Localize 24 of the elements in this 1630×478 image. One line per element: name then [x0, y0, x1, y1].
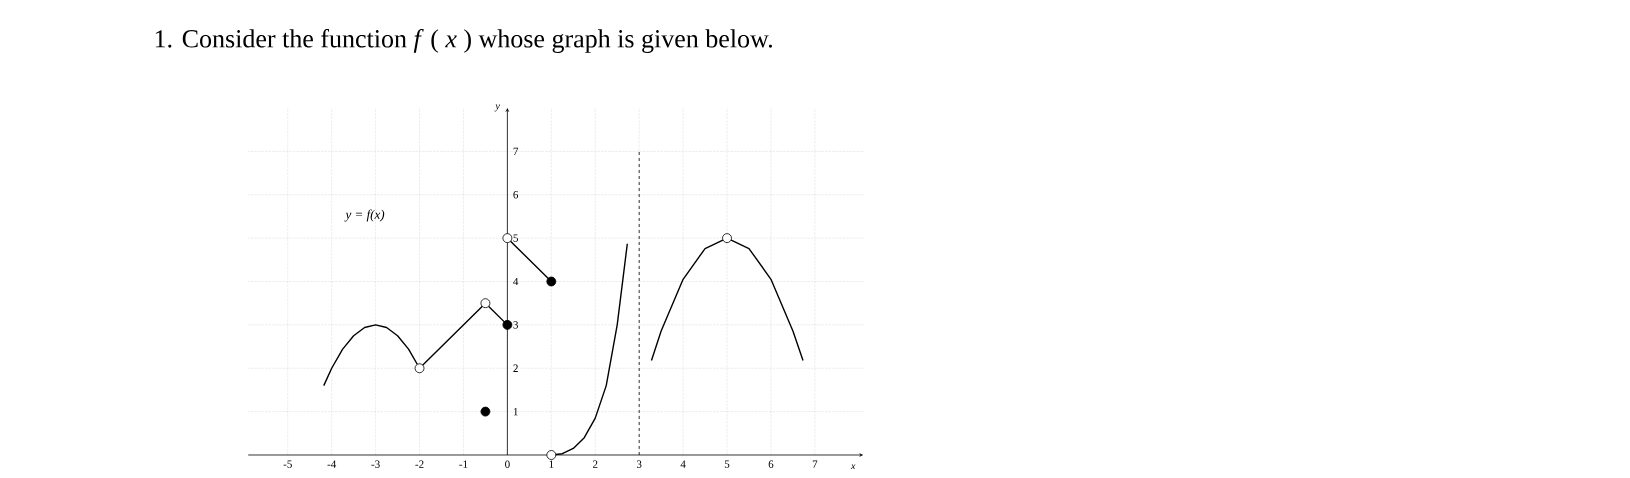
annotation: y = f(x) [344, 209, 385, 222]
x-tick-label: 2 [592, 460, 598, 468]
x-tick-label: 4 [680, 460, 686, 468]
x-tick-label: 0 [505, 460, 510, 468]
y-tick-label: 2 [513, 364, 518, 372]
x-axis-title: x [850, 464, 856, 470]
x-tick-label: 1 [549, 460, 554, 468]
y-tick-label: 3 [513, 321, 518, 329]
x-tick-label: 3 [636, 460, 642, 468]
y-tick-label: 5 [513, 234, 518, 242]
y-tick-label: 4 [513, 277, 519, 286]
y-tick-label: 6 [513, 191, 519, 199]
y-tick-label: 7 [513, 147, 519, 155]
x-tick-label: 5 [724, 460, 730, 468]
x-tick-label: -2 [415, 460, 424, 468]
x-tick-label: -1 [459, 460, 468, 468]
x-tick-label: -3 [371, 460, 380, 468]
chart-title: 1. Consider the function f ( x ) whose graph is given below. [155, 29, 772, 53]
x-tick-label: -4 [327, 460, 337, 468]
x-tick-label: 7 [812, 460, 818, 468]
x-tick-label: 6 [768, 460, 774, 468]
y-axis-title: y [494, 104, 500, 112]
y-tick-label: 1 [513, 407, 518, 416]
x-tick-label: -5 [283, 460, 292, 468]
